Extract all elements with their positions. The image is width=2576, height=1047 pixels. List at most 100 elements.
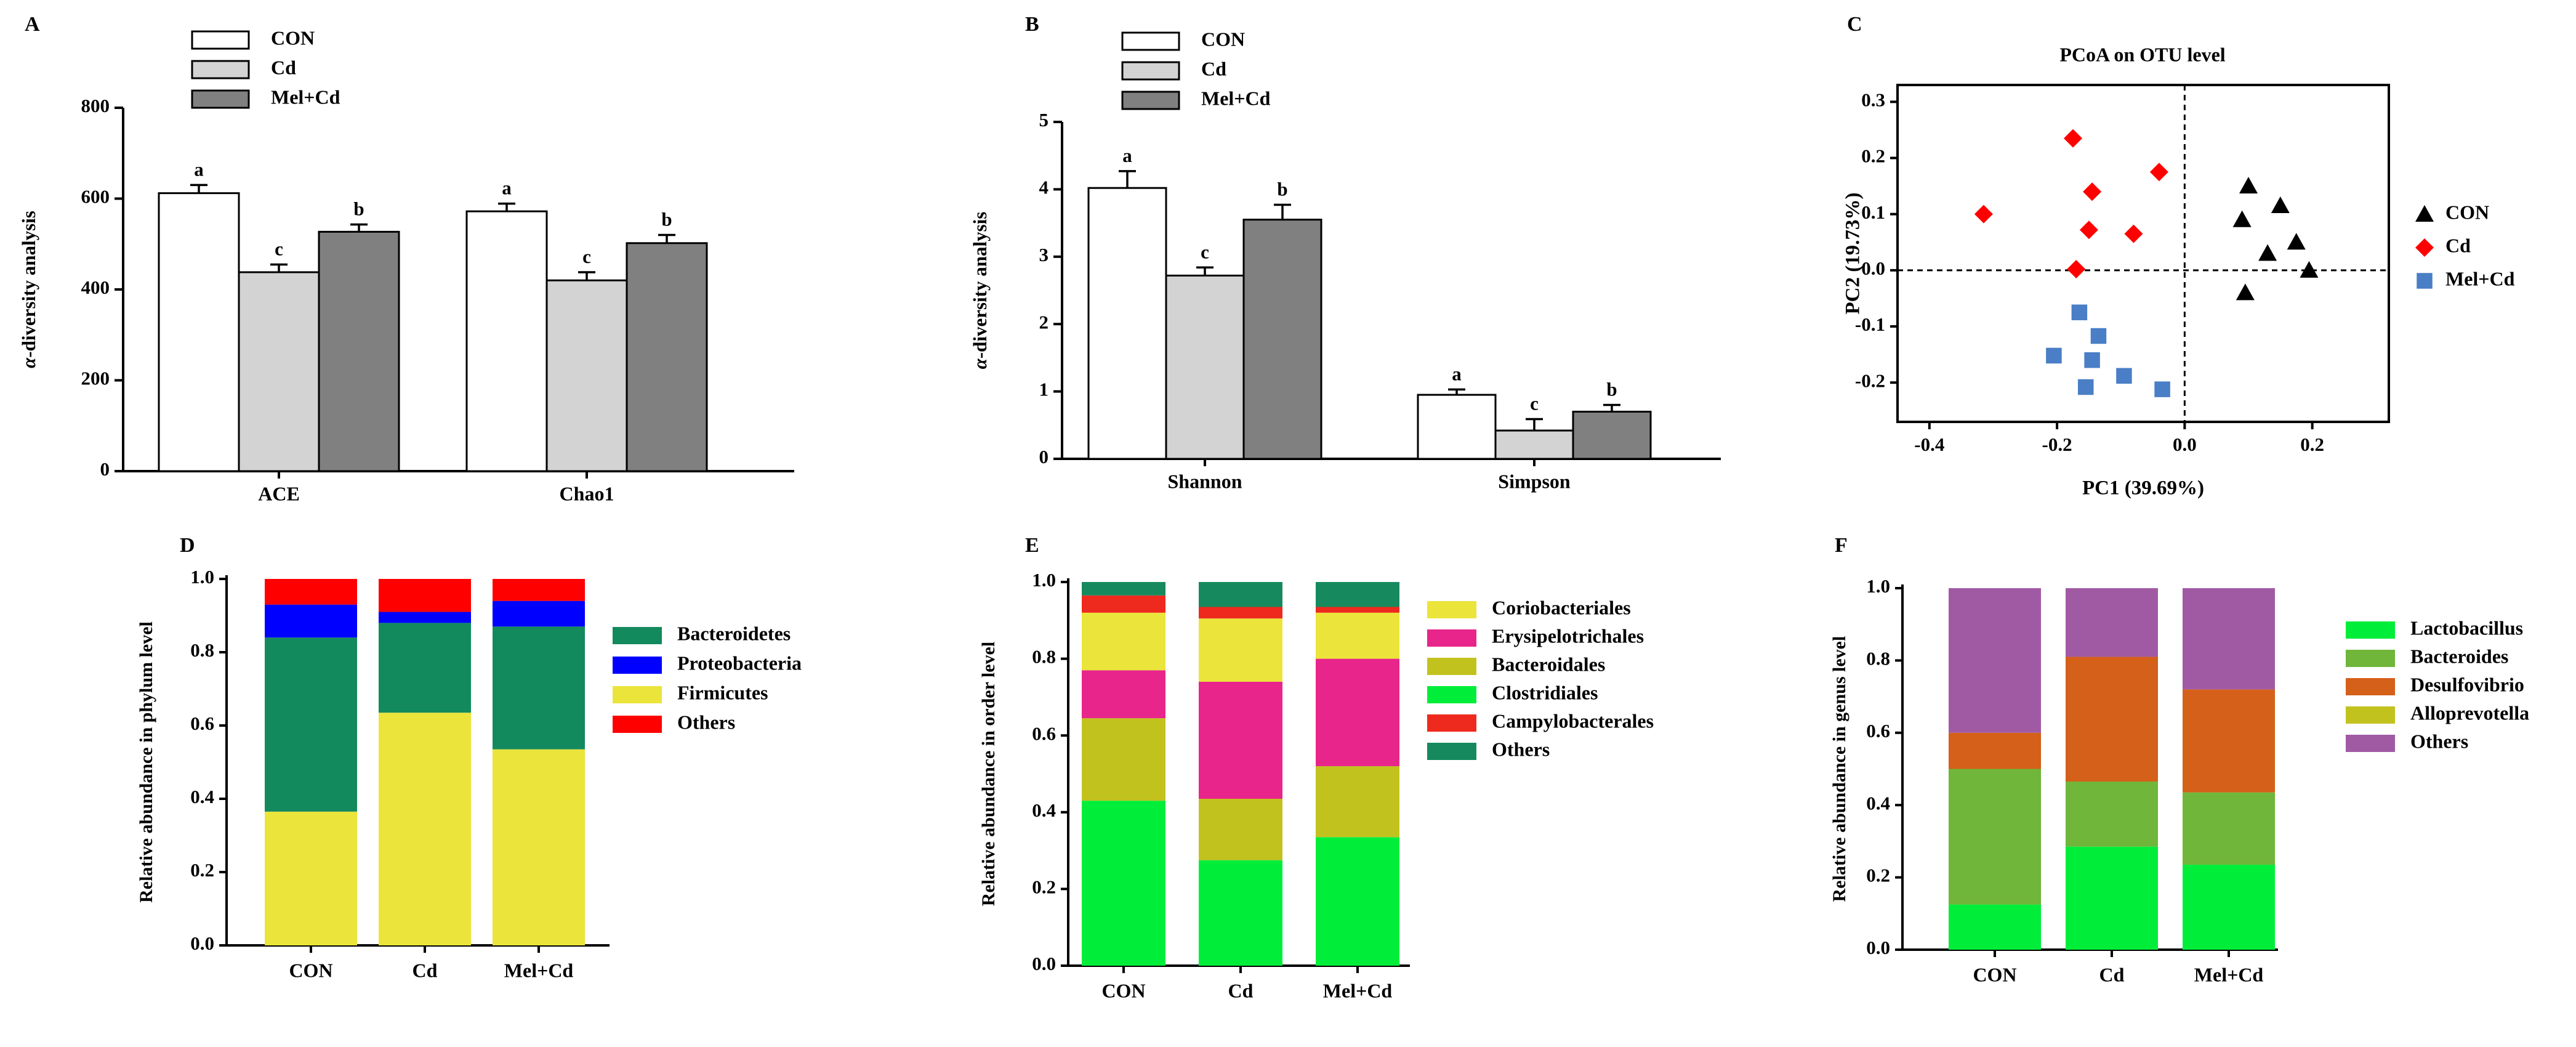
legend-label: Erysipelotrichales — [1492, 625, 1644, 647]
point-mel-cd — [2116, 368, 2132, 384]
bar — [1242, 219, 1322, 460]
x-tick-label: Mel+Cd — [1323, 979, 1393, 1001]
bar-segment-lactobacillus — [1949, 904, 2041, 950]
y-tick-label: 0 — [100, 458, 110, 480]
legend-swatch — [1427, 686, 1476, 703]
y-axis-label: Relative abundance in genus level — [1829, 636, 1849, 902]
y-tick-label: 4 — [1039, 177, 1049, 198]
bar-segment-lactobacillus — [2183, 865, 2275, 950]
legend-swatch — [613, 627, 662, 644]
y-tick-label: 0.6 — [190, 713, 214, 734]
legend-swatch — [1121, 31, 1180, 51]
point-con — [2300, 261, 2319, 278]
bar — [238, 271, 320, 472]
y-axis-label: PC2 (19.73%) — [1842, 193, 1864, 315]
y-tick-label: 0.8 — [1032, 646, 1056, 668]
bar-segment-others — [1949, 588, 2041, 733]
significance-letter: b — [1277, 179, 1287, 200]
bar-segment-erysipelotrichales — [1316, 658, 1399, 767]
point-con — [2287, 233, 2306, 250]
y-tick-label: 1.0 — [190, 566, 214, 588]
bar-segment-clostridiales — [1316, 837, 1399, 966]
y-tick-label: 0.2 — [1032, 876, 1056, 898]
x-tick-label: CON — [1101, 979, 1145, 1001]
legend-swatch — [191, 30, 250, 50]
x-tick-label: CON — [289, 959, 332, 981]
significance-letter: a — [502, 177, 512, 199]
legend-swatch — [613, 686, 662, 703]
point-mel-cd — [2084, 352, 2100, 368]
legend-label: Proteobacteria — [677, 652, 802, 674]
bar — [318, 230, 400, 472]
y-axis-label: α-diversity analysis — [969, 212, 991, 370]
y-tick-label: -0.1 — [1855, 313, 1885, 335]
significance-letter: b — [1606, 379, 1617, 400]
legend-label: CON — [2445, 201, 2489, 223]
y-tick-label: 1.0 — [1032, 569, 1056, 591]
legend-label: CON — [271, 26, 315, 49]
y-tick-label: 0.0 — [190, 932, 214, 954]
bar — [1494, 429, 1574, 460]
y-tick-label: 1.0 — [1866, 575, 1890, 597]
point-con — [2236, 283, 2255, 301]
panel-letter-B: B — [1025, 13, 1039, 36]
chart-title: PCoA on OTU level — [2059, 43, 2225, 65]
significance-letter: c — [1201, 241, 1209, 262]
legend-swatch — [1427, 601, 1476, 618]
bar-segment-lactobacillus — [2066, 846, 2158, 950]
point-cd — [2067, 260, 2086, 279]
legend-label: Campylobacterales — [1492, 709, 1654, 732]
legend-swatch — [613, 657, 662, 674]
bar-segment-firmicutes — [265, 811, 357, 945]
bar-segment-bacteroidales — [1199, 798, 1282, 860]
bar-segment-others — [265, 579, 357, 605]
bar-segment-others — [1316, 582, 1399, 607]
point-cd — [2083, 182, 2102, 201]
bar-segment-bacteroides — [2066, 782, 2158, 847]
bar — [1417, 394, 1497, 460]
y-tick-label: 0.4 — [1032, 799, 1056, 821]
bar-segment-proteobacteria — [379, 612, 471, 623]
y-tick-label: 0.0 — [1032, 953, 1056, 974]
bar-segment-clostridiales — [1082, 801, 1165, 966]
significance-letter: b — [661, 209, 672, 230]
y-axis-label: Relative abundance in phylum level — [136, 621, 156, 903]
x-tick-label: -0.4 — [1914, 434, 1944, 455]
x-tick-label: Cd — [2099, 963, 2125, 985]
bar — [1572, 410, 1652, 460]
x-tick-label: ACE — [258, 482, 300, 504]
bar-segment-campylobacterales — [1316, 607, 1399, 613]
legend-swatch — [1427, 629, 1476, 647]
y-tick-label: 0.4 — [190, 786, 214, 807]
bar — [1087, 187, 1167, 460]
bar-segment-erysipelotrichales — [1082, 670, 1165, 719]
plot-frame — [1896, 84, 2390, 423]
legend-swatch — [613, 716, 662, 733]
x-tick-label: Cd — [413, 959, 438, 981]
legend-marker — [2415, 205, 2434, 222]
bar-segment-bacteroides — [1949, 769, 2041, 905]
bar-segment-clostridiales — [1199, 860, 1282, 966]
bar-segment-coriobacteriales — [1316, 612, 1399, 659]
bar-segment-bacteroidetes — [493, 626, 585, 750]
legend-swatch — [1427, 743, 1476, 760]
legend-label: Mel+Cd — [1201, 87, 1271, 109]
legend-label: CON — [1201, 28, 1245, 50]
legend-label: Alloprevotella — [2410, 701, 2529, 724]
bar-segment-others — [379, 579, 471, 612]
point-mel-cd — [2154, 381, 2170, 397]
legend-label: Clostridiales — [1492, 681, 1598, 703]
y-tick-label: 0.6 — [1032, 722, 1056, 744]
y-tick-label: 3 — [1039, 244, 1049, 265]
legend-label: Others — [2410, 730, 2468, 752]
panel-letter-C: C — [1847, 13, 1862, 36]
y-tick-label: 0.1 — [1861, 201, 1885, 223]
y-tick-label: 5 — [1039, 109, 1049, 131]
point-cd — [2064, 129, 2082, 148]
legend-label: Mel+Cd — [271, 86, 340, 108]
bar — [1165, 274, 1245, 460]
bar-segment-bacteroidetes — [265, 637, 357, 812]
y-tick-label: 0.0 — [1866, 937, 1890, 958]
y-tick-label: 0.3 — [1861, 89, 1885, 110]
